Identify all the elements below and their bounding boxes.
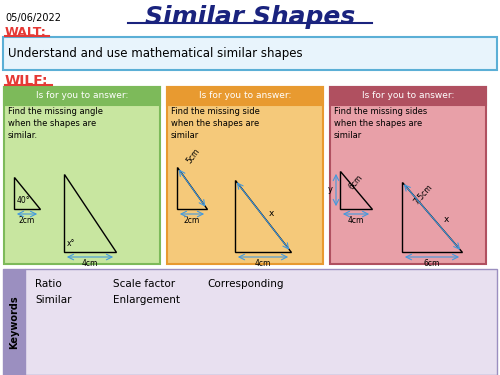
Text: Similar: Similar <box>35 295 72 305</box>
Text: 2cm: 2cm <box>19 216 35 225</box>
Text: Find the missing sides
when the shapes are
similar: Find the missing sides when the shapes a… <box>334 107 427 140</box>
FancyBboxPatch shape <box>330 87 486 264</box>
Text: 2cm: 2cm <box>184 216 200 225</box>
Text: 5cm: 5cm <box>185 147 202 165</box>
Text: Find the missing side
when the shapes are
similar: Find the missing side when the shapes ar… <box>171 107 260 140</box>
Text: Is for you to answer:: Is for you to answer: <box>36 92 128 100</box>
Text: Ratio: Ratio <box>35 279 62 289</box>
Polygon shape <box>340 171 372 209</box>
Text: Understand and use mathematical similar shapes: Understand and use mathematical similar … <box>8 46 302 60</box>
Text: WILF:: WILF: <box>5 74 49 88</box>
FancyBboxPatch shape <box>330 87 486 105</box>
Text: 7.5cm: 7.5cm <box>412 182 434 206</box>
Text: 4cm: 4cm <box>348 216 364 225</box>
Text: Corresponding: Corresponding <box>207 279 284 289</box>
Polygon shape <box>14 177 40 209</box>
FancyBboxPatch shape <box>4 87 160 264</box>
Text: y: y <box>328 186 333 195</box>
FancyBboxPatch shape <box>3 37 497 70</box>
Polygon shape <box>235 180 291 252</box>
Text: WALT:: WALT: <box>5 26 47 39</box>
FancyBboxPatch shape <box>4 87 160 105</box>
Text: Enlargement: Enlargement <box>113 295 180 305</box>
FancyBboxPatch shape <box>167 87 323 105</box>
Text: 4cm: 4cm <box>82 259 98 268</box>
Text: 6cm: 6cm <box>424 259 440 268</box>
Text: x: x <box>444 214 450 223</box>
Text: x: x <box>269 210 274 219</box>
Text: Is for you to answer:: Is for you to answer: <box>362 92 454 100</box>
Text: Find the missing angle
when the shapes are
similar.: Find the missing angle when the shapes a… <box>8 107 103 140</box>
Text: Keywords: Keywords <box>9 295 19 349</box>
FancyBboxPatch shape <box>25 269 497 375</box>
Text: x°: x° <box>67 239 76 248</box>
Text: Similar Shapes: Similar Shapes <box>145 5 355 29</box>
Polygon shape <box>402 182 462 252</box>
Polygon shape <box>177 167 207 209</box>
Text: 6cm: 6cm <box>347 173 364 191</box>
Text: Is for you to answer:: Is for you to answer: <box>199 92 291 100</box>
Polygon shape <box>64 174 116 252</box>
Text: 4cm: 4cm <box>255 259 271 268</box>
FancyBboxPatch shape <box>3 269 25 375</box>
FancyBboxPatch shape <box>167 87 323 264</box>
Text: Scale factor: Scale factor <box>113 279 175 289</box>
Text: 05/06/2022: 05/06/2022 <box>5 13 61 23</box>
Text: 40°: 40° <box>17 196 30 205</box>
